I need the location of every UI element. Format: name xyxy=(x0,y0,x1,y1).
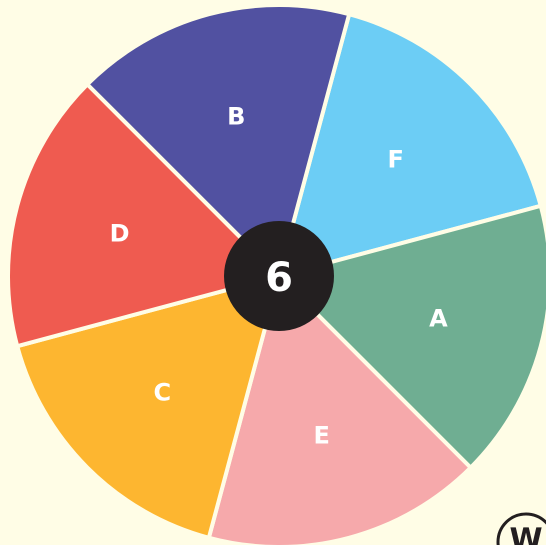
segment-label: F xyxy=(387,145,403,173)
segment-label: C xyxy=(154,379,172,407)
center-label: 6 xyxy=(265,255,293,301)
wheel-segment xyxy=(277,203,546,470)
wheel-segment xyxy=(85,3,352,278)
wheel-segment xyxy=(6,82,281,349)
wheel-segment xyxy=(15,274,281,540)
center-hub[interactable] xyxy=(224,221,334,331)
segment-label: D xyxy=(110,219,130,247)
segment-label: E xyxy=(314,421,330,449)
wheel-segment xyxy=(277,12,543,278)
segment-label: A xyxy=(429,305,448,333)
logo-badge[interactable] xyxy=(496,512,546,545)
segment-label: B xyxy=(227,103,245,131)
logo: W xyxy=(509,523,542,545)
wheel-segment xyxy=(206,274,473,545)
wheel[interactable]: F A E C D B xyxy=(6,3,546,545)
